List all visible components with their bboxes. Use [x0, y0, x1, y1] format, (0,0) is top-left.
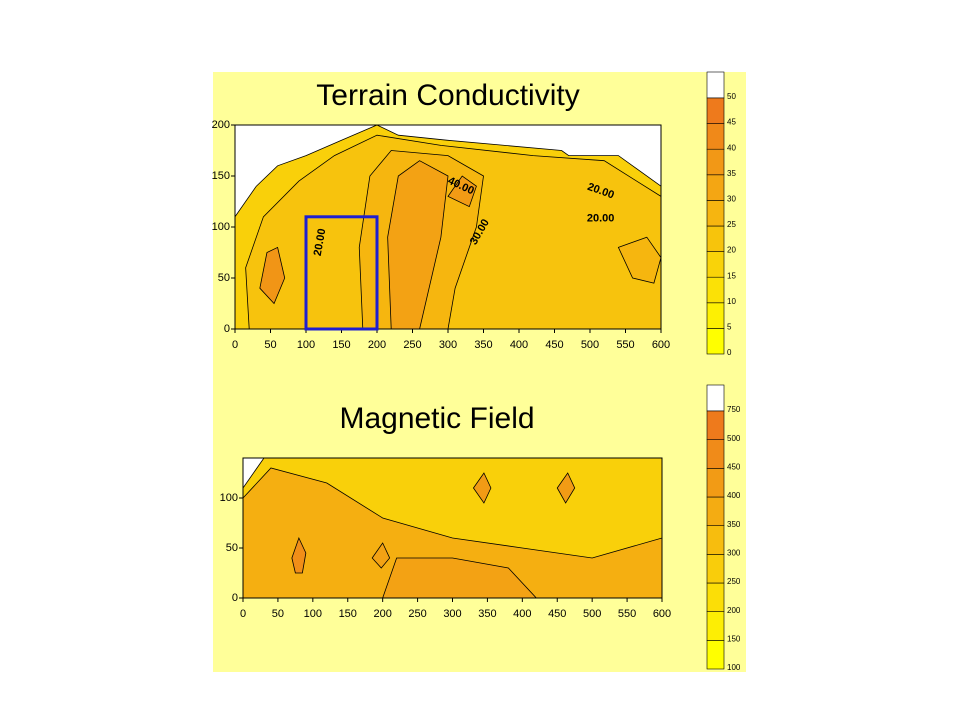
colorbar-label: 30: [727, 195, 736, 204]
x-tick-label: 350: [478, 608, 496, 620]
colorbar-label: 400: [727, 491, 741, 500]
contour-fill: [447, 175, 477, 208]
x-tick-label: 300: [443, 608, 461, 620]
x-tick-label: 100: [297, 339, 315, 351]
x-tick-label: 500: [581, 339, 599, 351]
colorbar-band: [706, 439, 725, 469]
y-tick-label: 100: [220, 492, 238, 504]
x-tick-label: 600: [653, 608, 671, 620]
x-tick-label: 500: [583, 608, 601, 620]
x-tick-label: 0: [232, 339, 238, 351]
colorbar-band: [706, 174, 725, 201]
colorbar-band: [706, 302, 725, 329]
colorbar-label: 40: [727, 143, 736, 152]
x-tick-label: 0: [240, 608, 246, 620]
colorbar-label: 5: [727, 323, 732, 332]
colorbar-band: [706, 225, 725, 252]
colorbar-band: [706, 200, 725, 227]
contour-fill: [617, 236, 662, 284]
colorbar-label: 50: [727, 92, 736, 101]
colorbar-label: 350: [727, 520, 741, 529]
colorbar-head: [706, 71, 725, 99]
colorbar-label: 35: [727, 169, 736, 178]
colorbar-band: [706, 276, 725, 304]
colorbar-label: 15: [727, 271, 736, 280]
colorbar-label: 20: [727, 246, 736, 255]
colorbar-band: [706, 123, 725, 150]
x-tick-label: 300: [439, 339, 457, 351]
colorbar-label: 200: [727, 606, 741, 615]
colorbar-label: 150: [727, 634, 741, 643]
colorbar-label: 300: [727, 548, 741, 557]
highlight-box: [304, 215, 379, 331]
colorbar-band: [706, 328, 725, 355]
contour-label: 20.00: [587, 213, 615, 225]
colorbar-band: [706, 582, 725, 612]
colorbar-label: 250: [727, 577, 741, 586]
colorbar-label: 100: [727, 663, 741, 672]
y-tick-label: 150: [212, 170, 230, 182]
contour-fill: [387, 160, 449, 330]
colorbar-head: [706, 384, 725, 412]
colorbar-label: 0: [727, 348, 732, 357]
colorbar-band: [706, 554, 725, 584]
x-tick-label: 150: [332, 339, 350, 351]
x-tick-label: 200: [368, 339, 386, 351]
colorbar-band: [706, 525, 725, 555]
x-tick-label: 600: [652, 339, 670, 351]
x-tick-label: 400: [510, 339, 528, 351]
y-tick-label: 100: [212, 221, 230, 233]
colorbar-label: 25: [727, 220, 736, 229]
x-tick-label: 550: [616, 339, 634, 351]
colorbar-band: [706, 611, 725, 641]
x-tick-label: 350: [474, 339, 492, 351]
colorbar-band: [706, 410, 725, 440]
x-tick-label: 150: [339, 608, 357, 620]
colorbar-band: [706, 640, 725, 670]
x-tick-label: 550: [618, 608, 636, 620]
colorbar-label: 750: [727, 405, 741, 414]
x-tick-label: 400: [513, 608, 531, 620]
colorbar-band: [706, 97, 725, 124]
colorbar-band: [706, 496, 725, 526]
y-tick-label: 0: [224, 323, 230, 335]
contour-fill: [259, 246, 286, 305]
colorbar-band: [706, 468, 725, 498]
contour-label: 20.00: [312, 228, 329, 257]
colorbar-band: [706, 148, 725, 176]
x-tick-label: 250: [408, 608, 426, 620]
colorbar-band: [706, 251, 725, 278]
colorbar-label: 45: [727, 118, 736, 127]
x-tick-label: 250: [403, 339, 421, 351]
x-tick-label: 450: [548, 608, 566, 620]
x-tick-label: 450: [545, 339, 563, 351]
colorbar-label: 500: [727, 434, 741, 443]
y-tick-label: 50: [226, 542, 238, 554]
x-tick-label: 200: [373, 608, 391, 620]
chart-title: Terrain Conductivity: [316, 79, 579, 112]
colorbar-label: 450: [727, 462, 741, 471]
colorbar-label: 10: [727, 297, 736, 306]
x-tick-label: 50: [264, 339, 276, 351]
contour-fill: [371, 542, 391, 569]
x-tick-label: 100: [304, 608, 322, 620]
y-tick-label: 200: [212, 119, 230, 131]
y-tick-label: 0: [232, 592, 238, 604]
contour-fill: [556, 472, 576, 504]
contour-fill: [472, 472, 492, 504]
contour-fill: [291, 536, 307, 574]
x-tick-label: 50: [272, 608, 284, 620]
y-tick-label: 50: [218, 272, 230, 284]
chart-title: Magnetic Field: [339, 402, 534, 435]
